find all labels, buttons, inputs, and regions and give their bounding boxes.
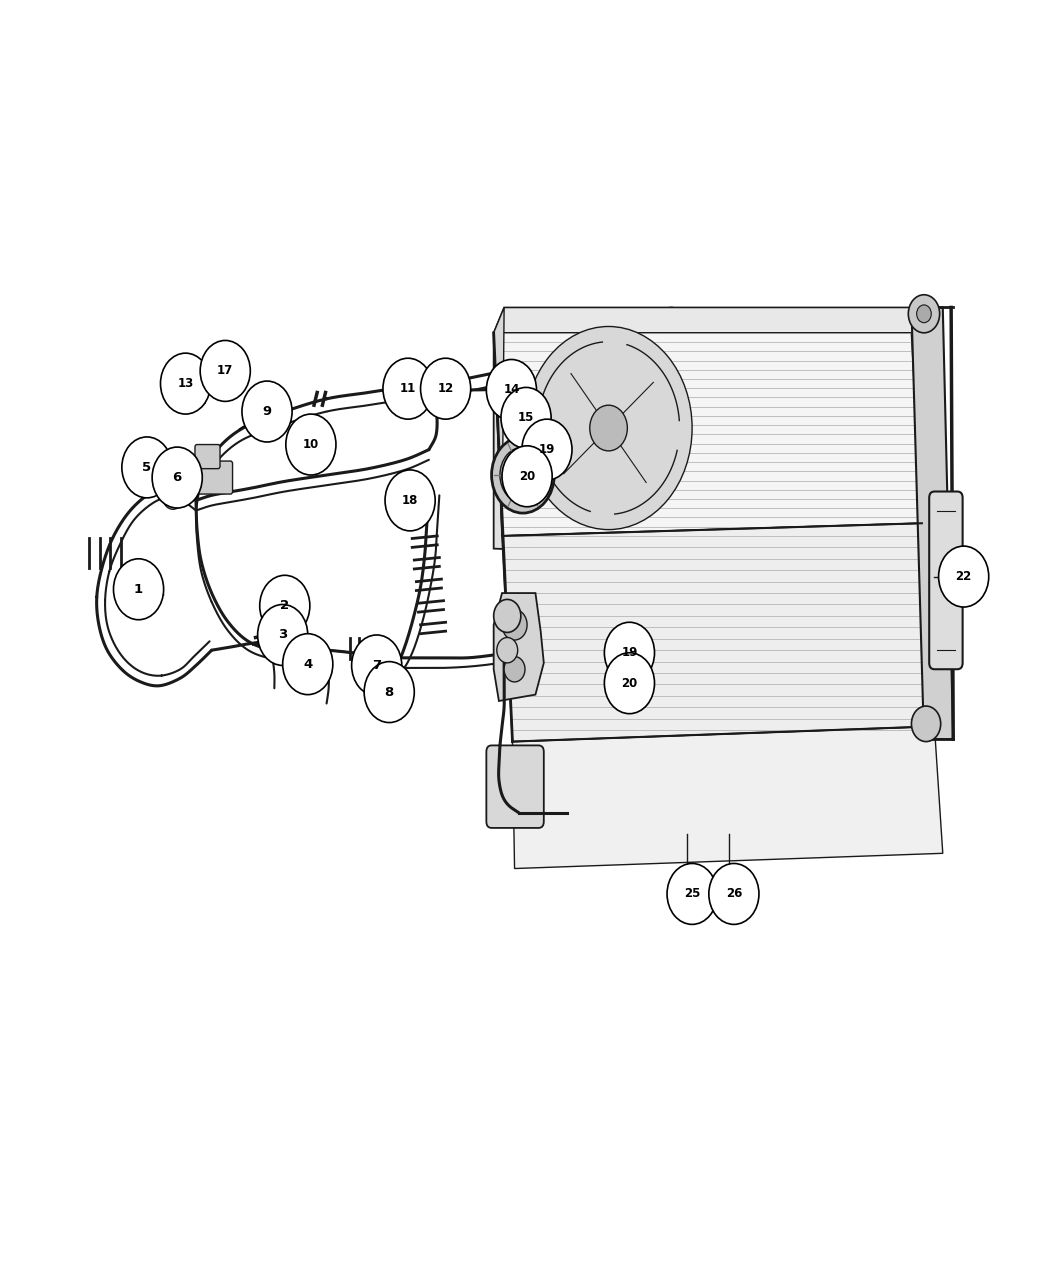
Circle shape (525, 326, 692, 529)
Circle shape (709, 863, 759, 924)
Text: 8: 8 (384, 686, 394, 699)
Circle shape (497, 638, 518, 663)
Polygon shape (494, 307, 943, 333)
Polygon shape (494, 593, 544, 701)
FancyBboxPatch shape (929, 492, 963, 669)
Circle shape (590, 405, 627, 451)
Text: 7: 7 (372, 659, 381, 672)
Circle shape (383, 358, 433, 419)
Polygon shape (494, 307, 504, 536)
Polygon shape (494, 307, 734, 555)
Circle shape (494, 599, 521, 632)
FancyBboxPatch shape (183, 462, 232, 493)
Circle shape (500, 362, 529, 398)
Circle shape (504, 657, 525, 682)
Circle shape (201, 340, 250, 402)
Circle shape (163, 484, 184, 509)
Circle shape (500, 448, 546, 502)
Circle shape (113, 558, 164, 620)
Text: 19: 19 (622, 646, 637, 659)
Circle shape (486, 360, 537, 421)
Circle shape (491, 437, 554, 513)
Circle shape (911, 706, 941, 742)
Circle shape (917, 305, 931, 323)
Circle shape (352, 635, 402, 696)
Circle shape (122, 437, 172, 497)
Circle shape (502, 446, 552, 506)
Text: 4: 4 (303, 658, 313, 671)
Text: 17: 17 (217, 365, 233, 377)
Circle shape (502, 609, 527, 640)
Text: 19: 19 (539, 444, 555, 456)
Text: 22: 22 (956, 570, 972, 583)
Text: 10: 10 (302, 439, 319, 451)
Text: 13: 13 (177, 377, 193, 390)
Text: 15: 15 (518, 412, 534, 425)
Text: 11: 11 (400, 382, 416, 395)
Text: 5: 5 (143, 460, 151, 474)
Text: 26: 26 (726, 887, 742, 900)
Text: 20: 20 (519, 469, 536, 483)
Circle shape (259, 575, 310, 636)
Circle shape (522, 419, 572, 481)
Circle shape (667, 863, 717, 924)
FancyBboxPatch shape (195, 445, 220, 469)
Text: 20: 20 (622, 677, 637, 690)
Text: 1: 1 (134, 583, 143, 595)
Circle shape (421, 358, 470, 419)
Text: 3: 3 (278, 629, 288, 641)
Text: 6: 6 (172, 470, 182, 484)
Text: 2: 2 (280, 599, 290, 612)
Circle shape (242, 381, 292, 442)
Text: 14: 14 (503, 384, 520, 397)
Circle shape (286, 414, 336, 476)
Circle shape (908, 295, 940, 333)
Circle shape (939, 546, 989, 607)
Circle shape (501, 388, 551, 449)
FancyBboxPatch shape (486, 746, 544, 827)
Circle shape (385, 470, 435, 530)
Text: 18: 18 (402, 493, 418, 507)
Circle shape (364, 662, 415, 723)
Circle shape (605, 653, 654, 714)
Text: 12: 12 (438, 382, 454, 395)
Text: 25: 25 (684, 887, 700, 900)
Circle shape (161, 353, 211, 414)
Circle shape (605, 622, 654, 683)
Polygon shape (502, 523, 934, 742)
Text: 9: 9 (262, 405, 272, 418)
Circle shape (282, 634, 333, 695)
Polygon shape (512, 727, 943, 868)
Polygon shape (911, 307, 953, 740)
Circle shape (407, 370, 424, 390)
Circle shape (257, 604, 308, 666)
Polygon shape (494, 333, 922, 536)
Circle shape (152, 448, 203, 507)
